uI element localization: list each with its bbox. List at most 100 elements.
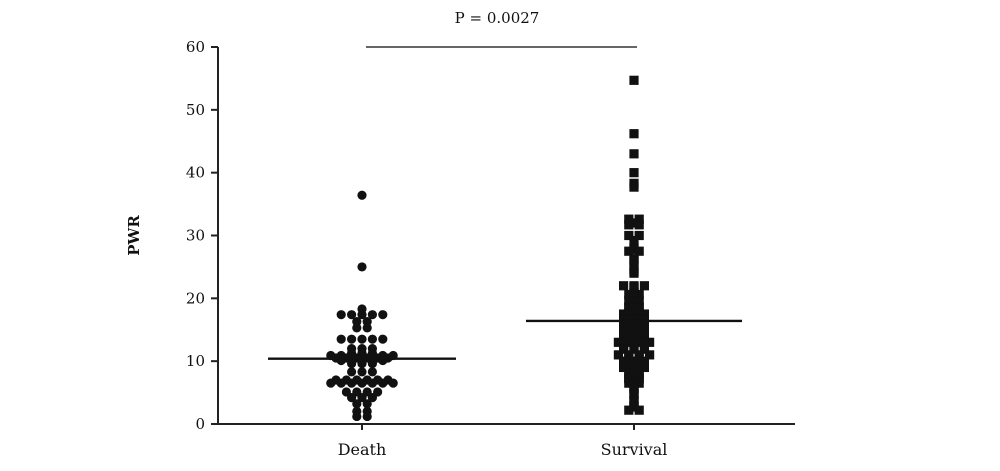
death-point (367, 334, 377, 344)
y-axis-label: PWR (125, 215, 143, 256)
survival-point (629, 309, 639, 319)
survival-point (634, 289, 644, 300)
survival-point (629, 332, 639, 342)
survival-point (639, 309, 649, 319)
y-tick-label: 10 (186, 352, 205, 370)
y-tick-label: 50 (186, 101, 205, 119)
survival-point (624, 220, 634, 230)
survival-point (624, 357, 634, 367)
survival-point (624, 332, 634, 342)
survival-point (639, 356, 649, 366)
survival-point (634, 214, 644, 224)
survival-point (629, 338, 639, 348)
y-tick-label: 30 (186, 227, 205, 245)
death-point (352, 323, 362, 333)
survival-point (619, 314, 629, 324)
survival-point (619, 309, 629, 319)
survival-point (624, 362, 634, 372)
p-value-label: P = 0.0027 (455, 9, 540, 27)
survival-point (624, 350, 634, 361)
death-point (347, 367, 357, 377)
death-point (357, 393, 367, 403)
survival-point (629, 362, 639, 373)
survival-point (619, 325, 629, 335)
survival-point (634, 246, 644, 256)
survival-point (639, 344, 649, 354)
survival-point (624, 214, 634, 224)
survival-point (634, 362, 644, 372)
survival-point (645, 337, 655, 347)
survival-point (629, 298, 639, 308)
death-point (362, 411, 372, 422)
survival-point (634, 230, 644, 241)
death-point (357, 378, 367, 388)
significance-annotation: P = 0.0027 (366, 9, 637, 48)
survival-point (629, 291, 639, 301)
survival-point (624, 325, 634, 335)
survival-point (634, 350, 644, 361)
survival-point (619, 344, 629, 354)
death-point (362, 399, 372, 409)
survival-point (629, 235, 639, 246)
axes: 0 10 20 30 40 50 60 Death Survival (186, 38, 795, 459)
survival-point (639, 325, 649, 335)
survival-point (634, 320, 644, 330)
survival-point (639, 362, 649, 373)
survival-point (634, 405, 644, 415)
survival-point (624, 303, 634, 313)
death-point (357, 334, 367, 344)
death-point (347, 378, 357, 388)
death-point (347, 310, 357, 320)
survival-point (639, 320, 649, 330)
survival-point (629, 320, 639, 330)
survival-point (634, 220, 644, 230)
death-point (367, 367, 377, 377)
death-point (352, 411, 362, 422)
survival-point (629, 268, 639, 278)
death-point (362, 323, 372, 333)
survival-point (629, 244, 639, 254)
survival-point (634, 357, 644, 367)
death-point (367, 359, 377, 369)
death-point (357, 190, 367, 200)
survival-point (639, 332, 649, 342)
death-point (378, 355, 388, 366)
survival-point (624, 337, 634, 347)
survival-point (619, 320, 629, 330)
survival-point (639, 338, 649, 348)
death-point (367, 378, 377, 388)
survival-point (619, 332, 629, 342)
survival-point (629, 75, 639, 85)
death-point (326, 378, 336, 388)
survival-point (645, 350, 655, 360)
survival-point (624, 246, 634, 256)
survival-point (629, 149, 639, 159)
death-point (378, 334, 388, 344)
death-point (336, 334, 346, 344)
death-point (357, 359, 367, 369)
death-point (357, 262, 367, 272)
death-point (378, 310, 388, 320)
survival-point (629, 182, 639, 192)
death-point (378, 378, 388, 388)
survival-point (613, 350, 623, 360)
death-point (367, 393, 377, 403)
survival-point (629, 367, 639, 378)
survival-point (624, 320, 634, 330)
survival-point (619, 338, 629, 348)
survival-point (629, 314, 639, 324)
x-category-label: Death (338, 440, 387, 459)
survival-point (624, 230, 634, 241)
survival-point (619, 281, 629, 291)
survival-point (634, 295, 644, 305)
survival-point (619, 362, 629, 373)
survival-point (629, 390, 639, 400)
y-tick-label: 20 (186, 289, 205, 307)
death-point (347, 393, 357, 403)
survival-point (629, 303, 639, 313)
death-point (347, 359, 357, 369)
survival-point (624, 289, 634, 300)
survival-point (629, 129, 639, 139)
survival-point (629, 218, 639, 228)
median-lines (268, 319, 742, 360)
